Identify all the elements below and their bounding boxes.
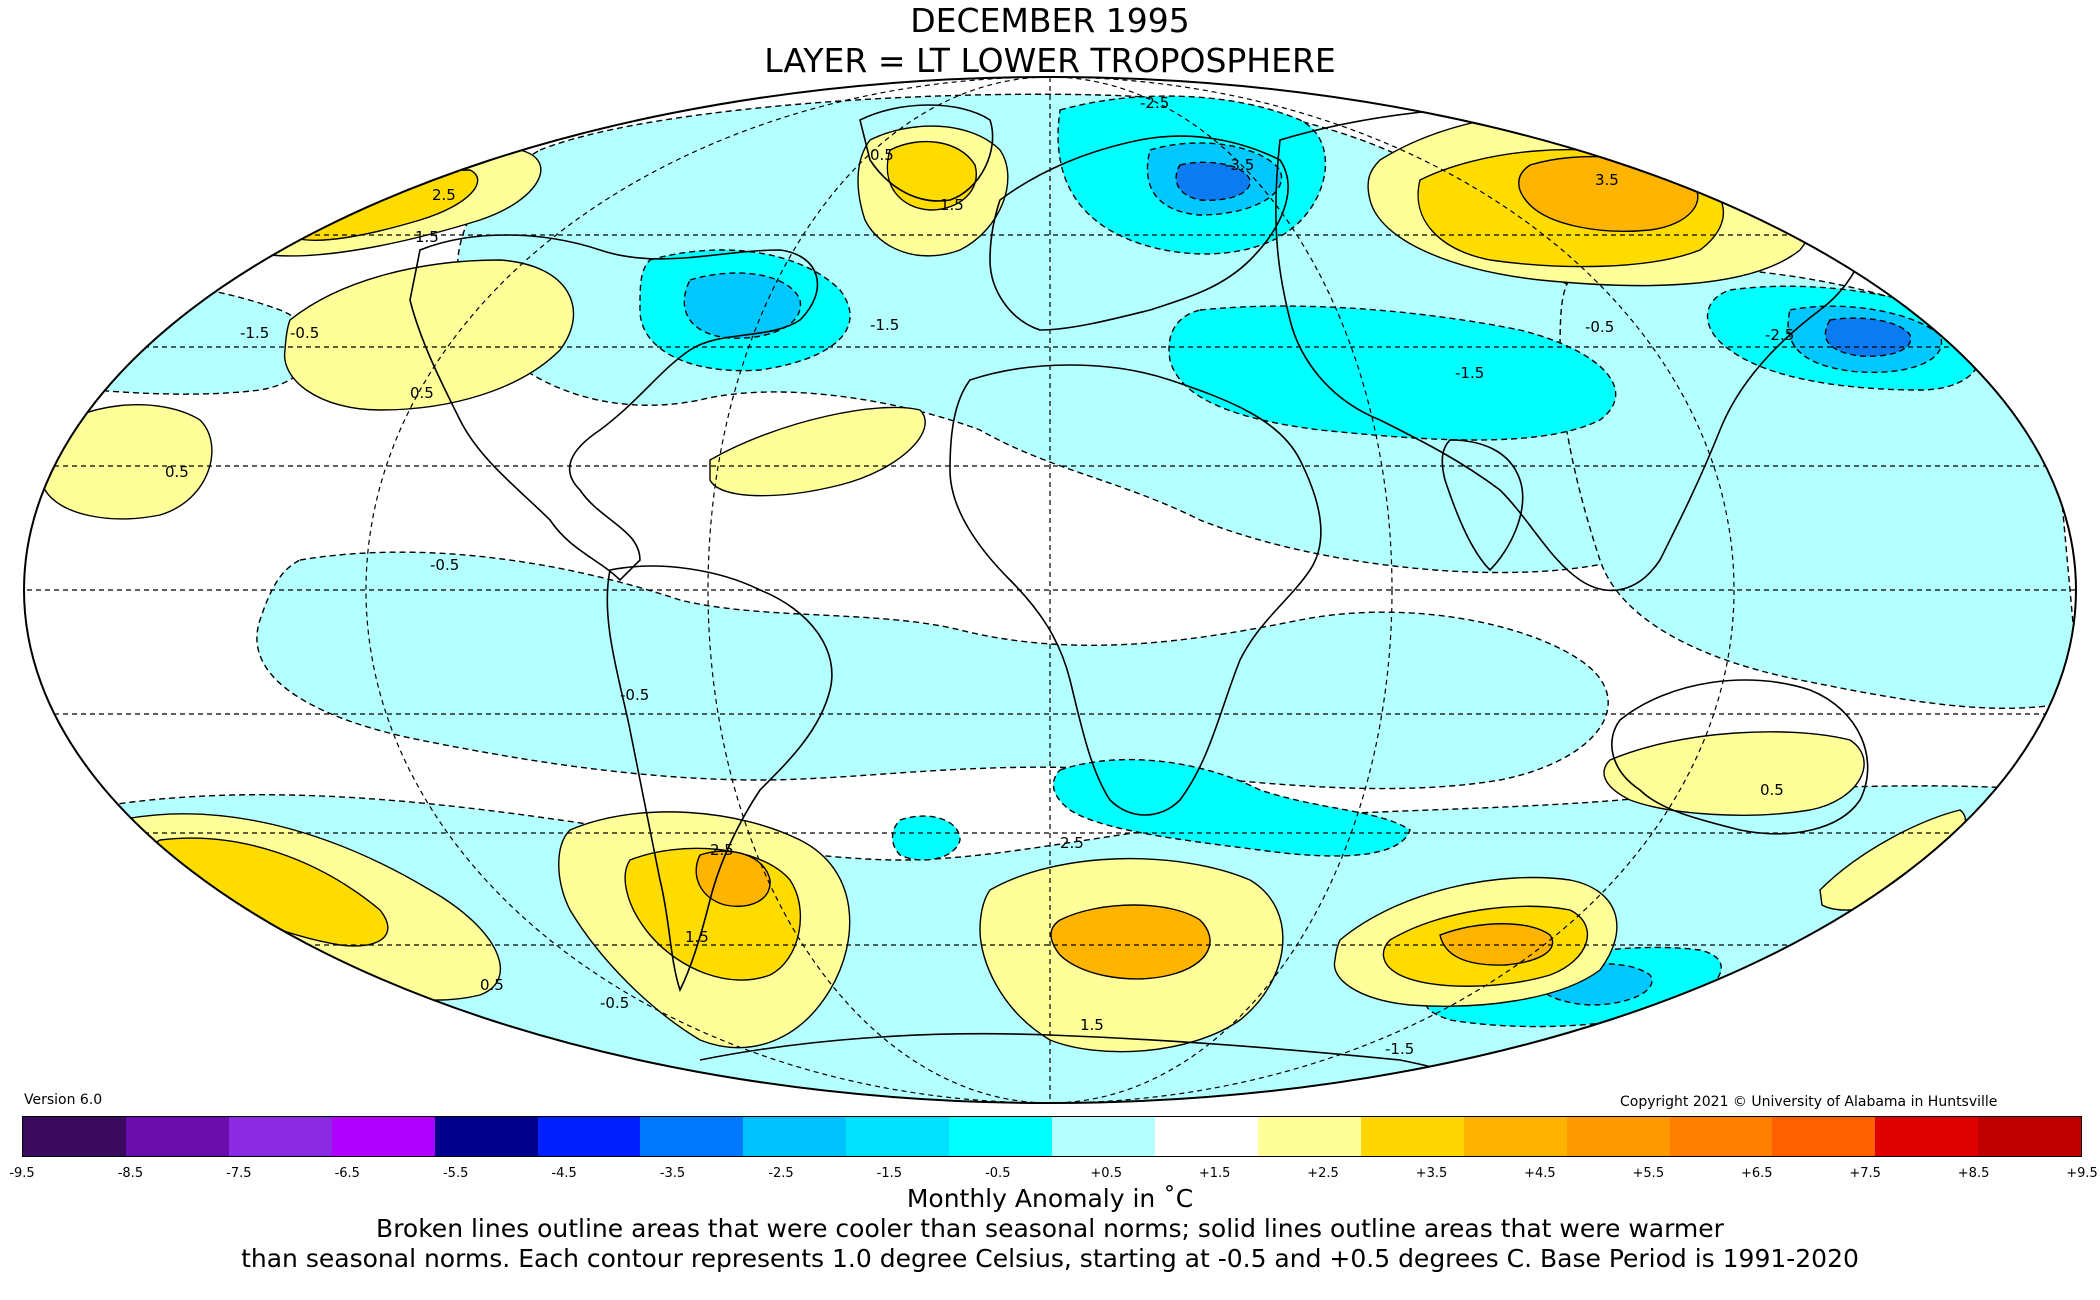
contour-label: 1.5 xyxy=(685,928,709,946)
colorbar-swatch xyxy=(331,1117,435,1156)
anomaly-fields xyxy=(24,77,2076,1103)
contour-label: -0.5 xyxy=(290,324,319,342)
cool-zone-tropical-band xyxy=(256,551,1609,790)
contour-label: -2.5 xyxy=(1765,326,1794,344)
colorbar-ticks: -9.5 -8.5 -7.5 -6.5 -5.5 -4.5 -3.5 -2.5 -1.5 -0.5… xyxy=(0,1166,2100,1186)
colorbar-swatch xyxy=(125,1117,229,1156)
coast-europe xyxy=(989,135,1289,331)
contour-label: -3.5 xyxy=(1225,156,1254,174)
colorbar-swatch xyxy=(743,1117,847,1156)
colorbar-swatch xyxy=(949,1117,1053,1156)
colorbar-tick-label: -1.5 xyxy=(876,1166,903,1181)
contour-label: -0.5 xyxy=(430,556,459,574)
colorbar-tick-label: +5.5 xyxy=(1632,1166,1665,1181)
contour-label: -1.5 xyxy=(1385,1040,1414,1058)
contour-label: 0.5 xyxy=(165,463,189,481)
colorbar-tick-label: -6.5 xyxy=(334,1166,360,1181)
contour-label: -0.5 xyxy=(1585,318,1614,336)
caption-line-1: Broken lines outline areas that were coo… xyxy=(376,1214,1724,1243)
warm-zone-south-america-max xyxy=(695,850,771,907)
colorbar-tick-label: -7.5 xyxy=(226,1166,252,1181)
anomaly-map: 2.5 1.5 0.5 -0.5 -1.5 -2.5 -3.5 3.5 1.5 … xyxy=(23,76,2077,1104)
warm-zone-pacific-east xyxy=(36,404,213,520)
colorbar-swatch xyxy=(228,1117,332,1156)
colorbar-tick-label: +7.5 xyxy=(1849,1166,1881,1181)
contour-label: 3.5 xyxy=(1595,171,1619,189)
colorbar-tick-label: -9.5 xyxy=(9,1166,35,1181)
coast-india xyxy=(1441,439,1524,572)
contour-label: 2.5 xyxy=(432,186,456,204)
warm-zone-south-atlantic-max xyxy=(1050,904,1211,980)
colorbar-swatch xyxy=(846,1117,950,1156)
contour-label: -0.5 xyxy=(600,994,629,1012)
colorbar-tick-label: +6.5 xyxy=(1740,1166,1773,1181)
contour-label: 0.5 xyxy=(410,384,434,402)
contour-label: -2.5 xyxy=(1140,94,1169,112)
colorbar-swatch xyxy=(1360,1117,1464,1156)
colorbar-swatch xyxy=(1052,1117,1155,1156)
colorbar-tick-label: +1.5 xyxy=(1198,1166,1231,1181)
colorbar-tick-label: -3.5 xyxy=(659,1166,686,1181)
colorbar-tick-label: +9.5 xyxy=(2066,1166,2098,1181)
warm-zone-australia xyxy=(1603,731,1865,816)
contour-label: -1.5 xyxy=(870,316,899,334)
colorbar-swatch xyxy=(1875,1117,1979,1156)
warm-zone-north-america-west xyxy=(283,259,575,411)
colorbar-tick-label: -4.5 xyxy=(551,1166,577,1181)
colorbar-swatch xyxy=(1154,1117,1258,1156)
colorbar-tick-label: -5.5 xyxy=(442,1166,469,1181)
coast-greenland xyxy=(859,104,994,202)
colorbar-swatch xyxy=(1566,1117,1670,1156)
colorbar-swatch xyxy=(434,1117,538,1156)
contour-label: 0.5 xyxy=(870,146,894,164)
colorbar-tick-label: -8.5 xyxy=(117,1166,144,1181)
cool-zone-scandinavia-deep xyxy=(1175,161,1251,202)
colorbar-swatch xyxy=(640,1117,744,1156)
colorbar-tick-label: +8.5 xyxy=(1957,1166,1990,1181)
coast-australia xyxy=(1611,679,1869,835)
contour-label: 2.5 xyxy=(1060,834,1084,852)
warm-zone-greenland-core xyxy=(886,140,977,211)
coast-africa xyxy=(949,364,1322,816)
contour-label: 0.5 xyxy=(480,976,504,994)
coast-north-america xyxy=(409,234,819,582)
coast-south-america xyxy=(606,565,833,993)
colorbar-swatch xyxy=(1463,1117,1567,1156)
contour-label: -0.5 xyxy=(620,686,649,704)
caption-line-2: than seasonal norms. Each contour repres… xyxy=(241,1244,1859,1273)
colorbar-tick-label: +3.5 xyxy=(1415,1166,1448,1181)
map-subtitle: LAYER = LT LOWER TROPOSPHERE xyxy=(764,41,1336,80)
version-label: Version 6.0 xyxy=(24,1092,103,1108)
colorbar-tick-label: -2.5 xyxy=(768,1166,794,1181)
colorbar-tick-label: +4.5 xyxy=(1524,1166,1556,1181)
colorbar-swatch xyxy=(1257,1117,1361,1156)
contour-label: 1.5 xyxy=(1080,1016,1104,1034)
contour-label: -1.5 xyxy=(1455,364,1484,382)
colorbar-swatch xyxy=(1669,1117,1773,1156)
colorbar-tick-label: +2.5 xyxy=(1307,1166,1339,1181)
copyright-label: Copyright 2021 © University of Alabama i… xyxy=(1620,1094,1998,1110)
warm-zone-atlantic xyxy=(709,406,926,497)
colorbar xyxy=(22,1116,2082,1157)
contour-label: -1.5 xyxy=(240,324,269,342)
contour-label: 1.5 xyxy=(415,228,439,246)
graticule xyxy=(24,77,2076,1103)
contour-label: 0.5 xyxy=(1760,781,1784,799)
colorbar-swatch xyxy=(23,1117,126,1156)
globe-outline xyxy=(23,76,2077,1104)
legend-title: Monthly Anomaly in ˚C xyxy=(906,1184,1194,1213)
map-title: DECEMBER 1995 xyxy=(910,1,1190,40)
colorbar-swatch xyxy=(537,1117,641,1156)
cool-zone-south-africa xyxy=(1052,758,1411,857)
colorbar-tick-label: -0.5 xyxy=(985,1166,1011,1181)
contour-labels: 2.5 1.5 0.5 -0.5 -1.5 -2.5 -3.5 3.5 1.5 … xyxy=(165,94,1794,1058)
contour-label: 2.5 xyxy=(710,841,734,859)
cool-zone-pacific-small xyxy=(891,815,961,861)
colorbar-swatch xyxy=(1978,1117,2082,1156)
cool-zone-middle-east xyxy=(1168,305,1617,441)
colorbar-tick-label: +0.5 xyxy=(1090,1166,1122,1181)
colorbar-swatch xyxy=(1772,1117,1876,1156)
contour-label: 1.5 xyxy=(940,196,964,214)
